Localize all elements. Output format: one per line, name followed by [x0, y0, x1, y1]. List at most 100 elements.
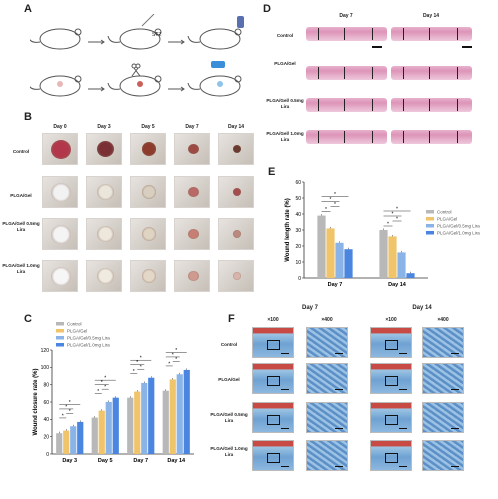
- significance-star: *: [387, 221, 389, 227]
- y-tick-label: 30: [295, 228, 301, 234]
- magnification-header: ×100: [385, 317, 397, 323]
- day-header: Day 3: [97, 124, 111, 130]
- wound-photo: [218, 176, 254, 208]
- magnification-header: ×400: [437, 317, 449, 323]
- y-tick-label: 80: [43, 382, 49, 388]
- wound-photo: [174, 176, 210, 208]
- group-label: PLGA/Gel/ 1.0mg Lira: [210, 446, 248, 457]
- zoom-region-box: [385, 415, 398, 425]
- arrow-icon: [168, 86, 185, 92]
- panel-label-e: E: [268, 166, 276, 178]
- scale-bar: [451, 388, 459, 390]
- masson-section-400x: [306, 327, 348, 358]
- significance-star: *: [140, 365, 142, 371]
- scale-bar: [399, 427, 407, 429]
- mouse-icon: [30, 75, 82, 97]
- wound-edge-marker: [344, 131, 345, 143]
- wound-area: [96, 140, 114, 158]
- significance-star: *: [392, 211, 394, 217]
- wound-photo: [42, 260, 78, 292]
- masson-section-100x: [252, 440, 294, 471]
- he-section: [306, 130, 387, 144]
- wound-photo: [130, 133, 166, 165]
- zoom-region-box: [267, 340, 280, 350]
- bar: [162, 390, 169, 454]
- y-tick-label: 0: [46, 452, 49, 458]
- scale-bar: [281, 427, 289, 429]
- y-tick-label: 40: [295, 212, 301, 218]
- y-tick-label: 60: [43, 400, 49, 406]
- wound-edge-marker: [403, 67, 404, 79]
- bar: [70, 426, 77, 454]
- wound-area: [96, 183, 114, 201]
- he-section: [306, 98, 387, 112]
- masson-section-100x: [370, 402, 412, 433]
- mouse-icon: [107, 28, 162, 50]
- panel-label-b: B: [24, 111, 32, 123]
- significance-star: *: [69, 400, 71, 406]
- wound-edge-marker: [344, 67, 345, 79]
- y-tick-label: 50: [295, 196, 301, 202]
- scale-bar: [335, 465, 343, 467]
- arrow-icon: [88, 39, 105, 45]
- bar: [56, 433, 63, 454]
- scale-bar: [335, 427, 343, 429]
- bar: [335, 242, 344, 278]
- zoom-region-box: [267, 376, 280, 386]
- wound-photo: [130, 260, 166, 292]
- legend-label: PLGA/Gel: [437, 217, 457, 222]
- significance-star: *: [334, 202, 336, 208]
- day-header: Day 14: [227, 124, 245, 130]
- scale-bar: [451, 427, 459, 429]
- he-section: [391, 27, 472, 41]
- masson-section-400x: [306, 440, 348, 471]
- y-tick-label: 120: [41, 348, 50, 354]
- he-section: [391, 98, 472, 112]
- mouse-icon: [30, 28, 82, 50]
- wound-edge-marker: [457, 99, 458, 111]
- day-header: Day 7: [185, 124, 199, 130]
- significance-star: *: [175, 348, 177, 354]
- significance-star: *: [325, 207, 327, 213]
- bar: [105, 402, 112, 454]
- wound-area: [187, 186, 199, 198]
- zoom-region-box: [267, 453, 280, 463]
- wound-edge-marker: [429, 67, 430, 79]
- wound-edge-marker: [344, 99, 345, 111]
- significance-star: *: [175, 357, 177, 363]
- day-header: Day 7: [339, 13, 353, 19]
- masson-section-100x: [252, 363, 294, 394]
- masson-section-100x: [370, 440, 412, 471]
- legend-swatch: [426, 217, 434, 221]
- group-label: PLGA/Gel/ 0.5mg Lira: [266, 98, 304, 109]
- wound-area: [51, 224, 71, 244]
- significance-star: *: [136, 360, 138, 366]
- wound-edge-marker: [318, 131, 319, 143]
- y-tick-label: 20: [295, 244, 301, 250]
- wound-area: [233, 272, 241, 280]
- panel-label-a: A: [24, 3, 32, 15]
- scale-bar: [335, 388, 343, 390]
- panel-label-d: D: [263, 3, 271, 15]
- y-tick-label: 60: [295, 180, 301, 186]
- bar: [91, 417, 98, 454]
- scale-bar: [281, 352, 289, 354]
- x-tick-label: Day 7: [328, 282, 343, 288]
- legend-swatch: [426, 210, 434, 214]
- legend-swatch: [426, 231, 434, 235]
- significance-star: *: [396, 216, 398, 222]
- y-tick-label: 100: [41, 365, 50, 371]
- mouse-icon: [187, 75, 242, 97]
- zoom-region-box: [385, 453, 398, 463]
- scissors-icon: [131, 63, 141, 77]
- bar: [176, 374, 183, 454]
- panel-label-f: F: [228, 313, 235, 325]
- wound-photo: [86, 176, 122, 208]
- wound-area: [187, 270, 199, 282]
- bar: [127, 397, 134, 454]
- bar: [183, 369, 190, 454]
- wound-photo: [42, 133, 78, 165]
- syringe-icon: [141, 14, 155, 27]
- wound-edge-marker: [318, 28, 319, 40]
- bar: [148, 377, 155, 454]
